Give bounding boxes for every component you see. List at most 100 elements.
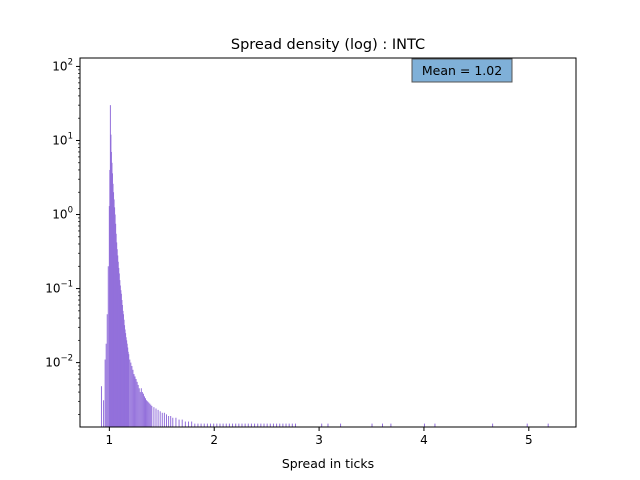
histogram-bar bbox=[132, 369, 134, 427]
histogram-bar bbox=[115, 223, 117, 427]
histogram-bar bbox=[128, 354, 130, 427]
histogram-bar bbox=[371, 423, 373, 427]
histogram-bar bbox=[116, 249, 118, 427]
histogram-bar bbox=[140, 388, 142, 427]
histogram-bar bbox=[119, 280, 121, 427]
x-tick-label: 1 bbox=[106, 433, 114, 447]
histogram-bar bbox=[184, 421, 186, 427]
histogram-bar bbox=[547, 423, 549, 427]
histogram-bar bbox=[117, 261, 119, 427]
histogram-bar bbox=[112, 183, 114, 427]
histogram-bar bbox=[123, 319, 125, 427]
histogram-bar bbox=[110, 134, 112, 427]
histogram-bar bbox=[282, 423, 284, 427]
histogram-bar bbox=[150, 404, 152, 427]
histogram-bar bbox=[129, 359, 131, 427]
histogram-bar bbox=[100, 386, 102, 427]
histogram-bar bbox=[139, 392, 141, 427]
histogram-bar bbox=[492, 423, 494, 427]
histogram-bar bbox=[172, 417, 174, 427]
histogram-bars bbox=[100, 105, 549, 428]
histogram-bar bbox=[153, 407, 155, 427]
histogram-bar bbox=[213, 423, 215, 427]
histogram-bar bbox=[127, 351, 129, 427]
histogram-bar bbox=[114, 207, 116, 427]
histogram-bar bbox=[159, 411, 161, 427]
chart-title: Spread density (log) : INTC bbox=[231, 37, 425, 53]
histogram-bar bbox=[110, 151, 112, 427]
histogram-bar bbox=[151, 405, 153, 427]
histogram-bar bbox=[170, 416, 172, 427]
histogram-bar bbox=[178, 419, 180, 427]
histogram-bar bbox=[136, 381, 138, 427]
histogram-bar bbox=[244, 423, 246, 427]
mean-annotation-text: Mean = 1.02 bbox=[422, 63, 502, 78]
x-axis-label: Spread in ticks bbox=[282, 456, 374, 471]
histogram-bar bbox=[106, 314, 108, 427]
histogram-bar bbox=[260, 423, 262, 427]
histogram-bar bbox=[382, 423, 383, 427]
histogram-bar bbox=[269, 423, 271, 427]
histogram-bar bbox=[147, 401, 149, 427]
histogram-bar bbox=[131, 366, 133, 427]
histogram-bar bbox=[276, 423, 278, 427]
histogram-bar bbox=[138, 388, 140, 427]
histogram-bar bbox=[210, 423, 212, 427]
histogram-bar bbox=[148, 402, 150, 427]
histogram-bar bbox=[175, 417, 177, 427]
x-tick-label: 5 bbox=[525, 433, 533, 447]
histogram-bar bbox=[288, 423, 290, 427]
histogram-bar bbox=[103, 400, 105, 427]
x-tick-label: 2 bbox=[210, 433, 218, 447]
histogram-bar bbox=[285, 423, 287, 427]
histogram-bar bbox=[120, 293, 122, 427]
histogram-bar bbox=[121, 304, 123, 427]
histogram-bar bbox=[122, 314, 124, 427]
histogram-bar bbox=[114, 214, 116, 427]
histogram-bar bbox=[203, 423, 205, 427]
histogram-bar bbox=[232, 423, 234, 427]
histogram-bar bbox=[238, 423, 240, 427]
histogram-bar bbox=[107, 266, 109, 427]
histogram-bar bbox=[125, 337, 127, 427]
histogram-bar bbox=[155, 408, 157, 427]
histogram-bar bbox=[145, 398, 147, 427]
histogram-bar bbox=[291, 423, 293, 427]
histogram-bar bbox=[219, 423, 221, 427]
histogram-bar bbox=[161, 412, 163, 427]
histogram-bar bbox=[222, 423, 224, 427]
histogram-bar bbox=[340, 423, 342, 427]
histogram-bar bbox=[206, 423, 208, 427]
histogram-bar bbox=[263, 423, 265, 427]
histogram-bar bbox=[104, 359, 106, 427]
plot-frame bbox=[79, 57, 577, 428]
histogram-bar bbox=[109, 105, 111, 428]
histogram-bar bbox=[235, 423, 237, 427]
histogram-bar bbox=[124, 325, 126, 427]
y-minor-ticks bbox=[78, 69, 80, 415]
histogram-bar bbox=[266, 423, 268, 427]
histogram-bar bbox=[165, 414, 167, 427]
histogram-bar bbox=[115, 233, 117, 427]
histogram-bar bbox=[126, 340, 128, 427]
histogram-bar bbox=[111, 162, 113, 427]
histogram-bar bbox=[133, 374, 135, 427]
histogram-bar bbox=[228, 423, 230, 427]
histogram-bar bbox=[272, 423, 274, 427]
histogram-bar bbox=[135, 379, 137, 427]
histogram-bar bbox=[109, 169, 111, 427]
histogram-bar bbox=[141, 392, 143, 427]
histogram-bar bbox=[120, 290, 122, 427]
histogram-bar bbox=[321, 423, 323, 427]
mean-annotation: Mean = 1.02 bbox=[411, 58, 513, 83]
histogram-bar bbox=[247, 423, 249, 427]
histogram-bar bbox=[125, 333, 127, 427]
histogram-bar bbox=[118, 267, 120, 427]
histogram-bar bbox=[181, 419, 183, 427]
histogram-bar bbox=[241, 423, 243, 427]
x-tick-label: 4 bbox=[420, 433, 428, 447]
histogram-bar bbox=[111, 173, 113, 427]
histogram-bar bbox=[157, 409, 159, 427]
